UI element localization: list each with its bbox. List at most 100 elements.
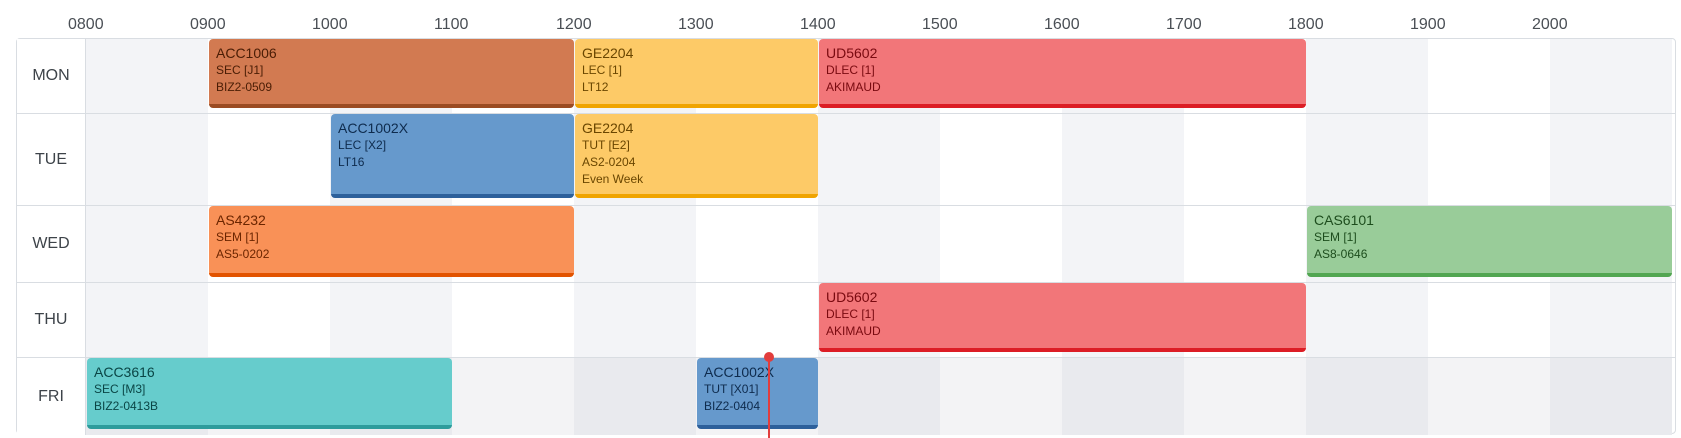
hour-stripe [330, 283, 452, 357]
hour-stripe [208, 283, 330, 357]
hour-stripe [1428, 114, 1550, 205]
lesson-code: UD5602 [826, 45, 878, 61]
day-row-wed: WED AS4232 SEM [1] AS5-0202 CAS6101 SEM [1] AS… [17, 206, 1675, 283]
hour-stripe [940, 206, 1062, 282]
lesson-card[interactable]: AS4232 SEM [1] AS5-0202 [209, 206, 574, 277]
hour-label: 1900 [1410, 16, 1446, 33]
lesson-detail: AS8-0646 [1314, 247, 1368, 261]
lesson-code: ACC1002X [704, 364, 775, 380]
hour-label: 1200 [556, 16, 592, 33]
lesson-detail: BIZ2-0413B [94, 399, 159, 413]
lesson-detail: SEC [M3] [94, 382, 146, 396]
lesson-detail: AS2-0204 [582, 155, 636, 169]
hour-label: 1400 [800, 16, 836, 33]
hour-stripe [818, 358, 940, 435]
lesson-detail: AKIMAUD [826, 324, 881, 338]
hour-label: 0800 [68, 16, 104, 33]
hour-stripe [1306, 358, 1428, 435]
lesson-code: CAS6101 [1314, 212, 1374, 228]
day-row-mon: MON ACC1006 SEC [J1] BIZ2-0509 GE2204 LEC [1]… [17, 39, 1675, 114]
lesson-code: ACC3616 [94, 364, 155, 380]
lesson-detail: SEM [1] [216, 230, 259, 244]
lesson-card[interactable]: ACC1002X TUT [X01] BIZ2-0404 [697, 358, 818, 429]
hour-stripe [696, 206, 818, 282]
day-label: TUE [17, 114, 86, 205]
hour-stripe [1550, 39, 1672, 113]
day-label: MON [17, 39, 86, 113]
lesson-card[interactable]: CAS6101 SEM [1] AS8-0646 [1307, 206, 1672, 277]
hour-stripe [86, 206, 208, 282]
current-time-line [768, 357, 771, 438]
hour-label: 1000 [312, 16, 348, 33]
lesson-code: ACC1006 [216, 45, 277, 61]
hour-stripe [452, 358, 574, 435]
lesson-code: GE2204 [582, 120, 634, 136]
hour-stripe [1428, 39, 1550, 113]
lesson-detail: SEC [J1] [216, 63, 264, 77]
hour-stripe [940, 114, 1062, 205]
hour-stripe [1550, 283, 1672, 357]
hour-stripe [1306, 114, 1428, 205]
hour-stripe [1184, 206, 1306, 282]
hour-stripe [1306, 39, 1428, 113]
day-row-thu: THU UD5602 DLEC [1] AKIMAUD [17, 283, 1675, 358]
hour-stripe [86, 114, 208, 205]
lesson-detail: DLEC [1] [826, 63, 875, 77]
lesson-card[interactable]: ACC1002X LEC [X2] LT16 [331, 114, 574, 198]
hour-label: 1800 [1288, 16, 1324, 33]
hour-stripe [1184, 358, 1306, 435]
hour-stripe [940, 358, 1062, 435]
day-label: FRI [17, 358, 86, 435]
lesson-detail: DLEC [1] [826, 307, 875, 321]
hour-label: 1300 [678, 16, 714, 33]
hour-stripe [696, 283, 818, 357]
hour-stripe [818, 114, 940, 205]
lesson-detail: LT16 [338, 155, 365, 169]
hour-label: 1700 [1166, 16, 1202, 33]
hour-stripe [1428, 283, 1550, 357]
lesson-detail: SEM [1] [1314, 230, 1357, 244]
lesson-detail: TUT [X01] [704, 382, 759, 396]
hour-stripe [1428, 358, 1550, 435]
lesson-code: UD5602 [826, 289, 878, 305]
hour-stripe [1306, 283, 1428, 357]
hour-stripe [1184, 114, 1306, 205]
hour-label: 0900 [190, 16, 226, 33]
lesson-detail: AKIMAUD [826, 80, 881, 94]
lesson-detail: LEC [X2] [338, 138, 387, 152]
day-row-tue: TUE ACC1002X LEC [X2] LT16 GE2204 TUT [E2] AS2… [17, 114, 1675, 206]
hour-label: 2000 [1532, 16, 1568, 33]
lesson-code: AS4232 [216, 212, 266, 228]
hour-stripe [818, 206, 940, 282]
lesson-detail: LEC [1] [582, 63, 623, 77]
lesson-code: ACC1002X [338, 120, 409, 136]
hour-stripe [452, 283, 574, 357]
hour-stripe [208, 114, 330, 205]
hour-stripe [1550, 358, 1672, 435]
day-label: WED [17, 206, 86, 282]
lesson-detail: Even Week [582, 172, 644, 186]
lesson-detail: BIZ2-0404 [704, 399, 761, 413]
day-label: THU [17, 283, 86, 357]
hour-label: 1600 [1044, 16, 1080, 33]
hour-stripe [574, 358, 696, 435]
lesson-card[interactable]: UD5602 DLEC [1] AKIMAUD [819, 39, 1306, 108]
lesson-card[interactable]: GE2204 TUT [E2] AS2-0204 Even Week [575, 114, 818, 198]
lesson-card[interactable]: GE2204 LEC [1] LT12 [575, 39, 818, 108]
hour-label: 1100 [434, 16, 469, 33]
lesson-code: GE2204 [582, 45, 634, 61]
lesson-card[interactable]: ACC3616 SEC [M3] BIZ2-0413B [87, 358, 452, 429]
lesson-detail: BIZ2-0509 [216, 80, 273, 94]
hour-stripe [1062, 114, 1184, 205]
hour-stripe [86, 39, 208, 113]
hour-label: 1500 [922, 16, 958, 33]
lesson-detail: LT12 [582, 80, 609, 94]
lesson-card[interactable]: UD5602 DLEC [1] AKIMAUD [819, 283, 1306, 352]
hour-stripe [1550, 114, 1672, 205]
hour-stripe [1062, 206, 1184, 282]
lesson-card[interactable]: ACC1006 SEC [J1] BIZ2-0509 [209, 39, 574, 108]
hour-stripe [574, 283, 696, 357]
hour-stripe [86, 283, 208, 357]
lesson-detail: AS5-0202 [216, 247, 270, 261]
